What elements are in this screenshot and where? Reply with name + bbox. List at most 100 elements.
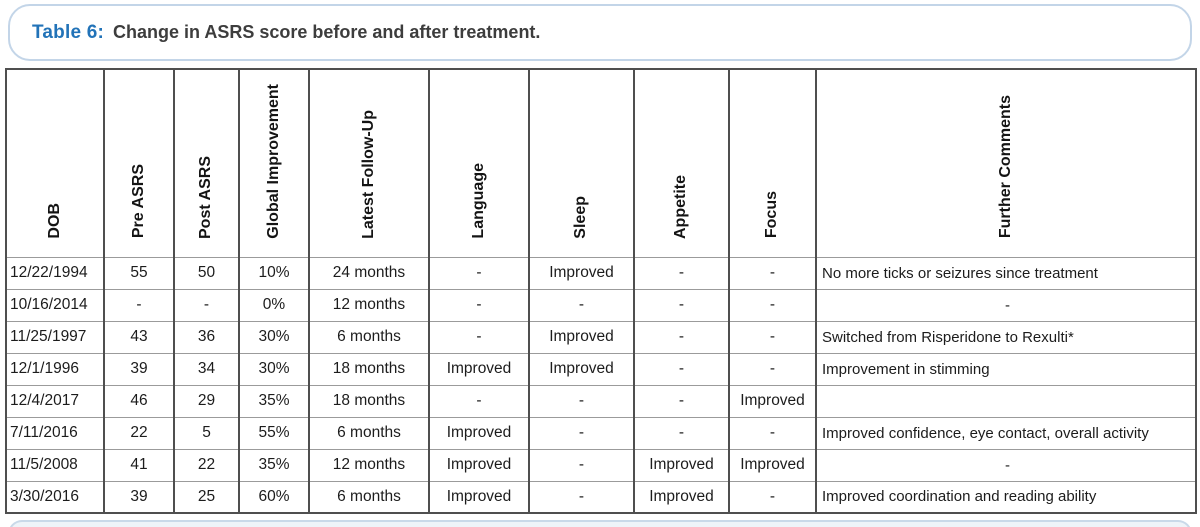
cell-focus: Improved — [728, 384, 817, 418]
column-header-latest-follow-up: Latest Follow-Up — [308, 68, 430, 258]
cell-post-asrs: 50 — [173, 256, 240, 290]
cell-further-comments — [815, 384, 1197, 418]
cell-dob: 11/25/1997 — [5, 320, 105, 354]
table-row: 12/1/1996 39 34 30% 18 months Improved Improve… — [5, 352, 1197, 386]
cell-sleep: Improved — [528, 320, 635, 354]
cell-global-improvement: 30% — [238, 320, 310, 354]
column-header-focus: Focus — [728, 68, 817, 258]
cell-global-improvement: 0% — [238, 288, 310, 322]
cell-pre-asrs: 41 — [103, 448, 175, 482]
cell-language: Improved — [428, 416, 530, 450]
column-header-language: Language — [428, 68, 530, 258]
cell-post-asrs: 25 — [173, 480, 240, 514]
table-row: 3/30/2016 39 25 60% 6 months Improved - Improve… — [5, 480, 1197, 514]
table-row: 7/11/2016 22 5 55% 6 months Improved - - - Improv… — [5, 416, 1197, 450]
cell-global-improvement: 35% — [238, 384, 310, 418]
cell-language: Improved — [428, 480, 530, 514]
cell-sleep: - — [528, 288, 635, 322]
cell-language: - — [428, 256, 530, 290]
cell-sleep: - — [528, 384, 635, 418]
column-header-pre-asrs: Pre ASRS — [103, 68, 175, 258]
cell-global-improvement: 30% — [238, 352, 310, 386]
header-row: DOB Pre ASRS Post ASRS Global Improvemen… — [5, 68, 1197, 258]
cell-focus: - — [728, 416, 817, 450]
cell-post-asrs: 36 — [173, 320, 240, 354]
column-header-sleep: Sleep — [528, 68, 635, 258]
cell-appetite: - — [633, 320, 730, 354]
cell-latest-follow-up: 6 months — [308, 480, 430, 514]
cell-focus: Improved — [728, 448, 817, 482]
cell-language: Improved — [428, 448, 530, 482]
cell-language: Improved — [428, 352, 530, 386]
cell-dob: 7/11/2016 — [5, 416, 105, 450]
cell-appetite: - — [633, 352, 730, 386]
cell-pre-asrs: 55 — [103, 256, 175, 290]
cell-global-improvement: 35% — [238, 448, 310, 482]
column-header-appetite: Appetite — [633, 68, 730, 258]
cell-appetite: - — [633, 256, 730, 290]
cell-pre-asrs: 39 — [103, 480, 175, 514]
cell-focus: - — [728, 256, 817, 290]
cell-further-comments: No more ticks or seizures since treatmen… — [815, 256, 1197, 290]
cell-appetite: - — [633, 416, 730, 450]
cell-global-improvement: 55% — [238, 416, 310, 450]
cell-appetite: Improved — [633, 448, 730, 482]
column-header-further-comments-label: Further Comments — [996, 95, 1014, 239]
table-row: 11/25/1997 43 36 30% 6 months - Improved - - Swit… — [5, 320, 1197, 354]
cell-post-asrs: 5 — [173, 416, 240, 450]
column-header-post-asrs-label: Post ASRS — [197, 155, 215, 239]
cell-latest-follow-up: 18 months — [308, 352, 430, 386]
cell-latest-follow-up: 6 months — [308, 320, 430, 354]
cell-global-improvement: 10% — [238, 256, 310, 290]
table-row: 11/5/2008 41 22 35% 12 months Improved - Improv… — [5, 448, 1197, 482]
cell-focus: - — [728, 320, 817, 354]
cell-focus: - — [728, 288, 817, 322]
column-header-language-label: Language — [469, 162, 487, 239]
cell-latest-follow-up: 18 months — [308, 384, 430, 418]
column-header-latest-follow-up-label: Latest Follow-Up — [359, 109, 377, 239]
cell-language: - — [428, 384, 530, 418]
cell-focus: - — [728, 480, 817, 514]
table-caption-text: Change in ASRS score before and after tr… — [113, 22, 541, 42]
cell-further-comments: - — [815, 288, 1197, 322]
next-section-box-edge — [8, 520, 1192, 527]
cell-appetite: - — [633, 384, 730, 418]
cell-latest-follow-up: 6 months — [308, 416, 430, 450]
cell-post-asrs: 34 — [173, 352, 240, 386]
cell-further-comments: - — [815, 448, 1197, 482]
cell-pre-asrs: 46 — [103, 384, 175, 418]
column-header-sleep-label: Sleep — [572, 195, 590, 239]
cell-dob: 12/4/2017 — [5, 384, 105, 418]
table-caption-box: Table 6: Change in ASRS score before and… — [8, 4, 1192, 61]
column-header-focus-label: Focus — [763, 191, 781, 239]
cell-latest-follow-up: 12 months — [308, 288, 430, 322]
asrs-change-table: DOB Pre ASRS Post ASRS Global Improvemen… — [5, 68, 1197, 514]
cell-pre-asrs: 39 — [103, 352, 175, 386]
cell-sleep: Improved — [528, 352, 635, 386]
cell-further-comments: Improved coordination and reading abilit… — [815, 480, 1197, 514]
cell-sleep: Improved — [528, 256, 635, 290]
cell-global-improvement: 60% — [238, 480, 310, 514]
cell-pre-asrs: 22 — [103, 416, 175, 450]
table-row: 10/16/2014- -0% 12 months - - - - - — [5, 288, 1197, 322]
column-header-further-comments: Further Comments — [815, 68, 1197, 258]
cell-language: - — [428, 288, 530, 322]
cell-post-asrs: - — [173, 288, 240, 322]
cell-focus: - — [728, 352, 817, 386]
column-header-global-improvement-label: Global Improvement — [264, 83, 282, 239]
column-header-dob-label: DOB — [45, 202, 63, 239]
cell-language: - — [428, 320, 530, 354]
table-row: 12/4/2017 46 29 35% 18 months - - - Improved — [5, 384, 1197, 418]
table-row: 12/22/1994 55 50 10% 24 months - Improved - - No … — [5, 256, 1197, 290]
cell-post-asrs: 22 — [173, 448, 240, 482]
cell-latest-follow-up: 12 months — [308, 448, 430, 482]
cell-dob: 11/5/2008 — [5, 448, 105, 482]
cell-dob: 12/1/1996 — [5, 352, 105, 386]
column-header-dob: DOB — [5, 68, 105, 258]
cell-appetite: - — [633, 288, 730, 322]
column-header-post-asrs: Post ASRS — [173, 68, 240, 258]
cell-post-asrs: 29 — [173, 384, 240, 418]
table-caption-label: Table 6: — [32, 21, 104, 43]
column-header-global-improvement: Global Improvement — [238, 68, 310, 258]
